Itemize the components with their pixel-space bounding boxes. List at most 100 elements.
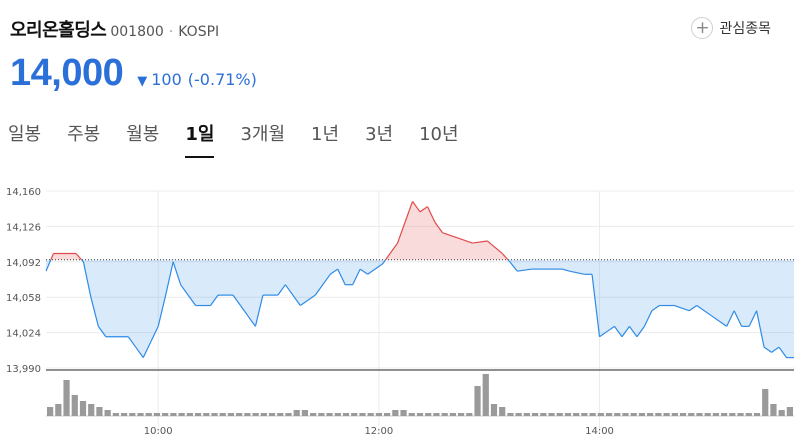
area-down-segment bbox=[629, 259, 637, 337]
price-row: 14,000 ▼ 100 (-0.71%) bbox=[10, 52, 257, 95]
x-tick-label: 14:00 bbox=[585, 426, 614, 437]
area-down-segment bbox=[158, 259, 166, 327]
volume-bar bbox=[655, 413, 662, 416]
area-down-segment bbox=[786, 259, 794, 358]
area-down-segment bbox=[607, 259, 615, 332]
volume-bar bbox=[310, 413, 317, 416]
price-segment-up bbox=[385, 253, 391, 261]
volume-bar bbox=[712, 413, 720, 416]
tab-3year[interactable]: 3년 bbox=[365, 124, 394, 145]
area-down-segment bbox=[315, 259, 331, 296]
area-down-segment bbox=[756, 259, 765, 348]
add-watchlist-button[interactable]: + 관심종목 bbox=[691, 17, 771, 39]
intraday-chart[interactable]: 14,160 14,126 14,092 14,058 14,024 13,990 10:… bbox=[0, 178, 805, 444]
price-segment-down bbox=[628, 326, 638, 338]
volume-bar bbox=[786, 407, 793, 416]
volume-bar bbox=[622, 413, 629, 416]
stock-name: 오리온홀딩스 bbox=[10, 20, 107, 41]
volume-bar bbox=[236, 413, 243, 416]
volume-bar bbox=[490, 404, 498, 416]
volume-bar bbox=[482, 374, 489, 416]
volume-bar bbox=[433, 413, 440, 416]
price-segment-down bbox=[150, 326, 159, 343]
volume-bar bbox=[375, 413, 383, 416]
volume-bar bbox=[55, 404, 62, 416]
volume-bar bbox=[589, 413, 596, 416]
volume-bar bbox=[194, 413, 202, 416]
tab-monthly[interactable]: 월봉 bbox=[126, 124, 160, 145]
volume-bar bbox=[211, 413, 218, 416]
area-up-segment bbox=[457, 237, 473, 260]
price-segment-down bbox=[329, 268, 339, 275]
price-segment-up bbox=[412, 201, 421, 213]
price-segment-down bbox=[277, 284, 286, 296]
area-up-segment bbox=[397, 222, 406, 260]
price-change-percent: (-0.71%) bbox=[187, 70, 257, 89]
volume-bar bbox=[770, 404, 777, 416]
volume-bar bbox=[318, 413, 325, 416]
area-down-segment bbox=[218, 259, 233, 296]
price-segment-down bbox=[82, 261, 92, 298]
price-segment-down bbox=[613, 326, 623, 338]
area-down-segment bbox=[90, 259, 99, 327]
area-down-segment bbox=[360, 259, 368, 275]
plus-icon: + bbox=[691, 17, 714, 39]
volume-bar bbox=[416, 413, 424, 416]
price-segment-down bbox=[210, 294, 219, 306]
volume-bar bbox=[647, 413, 654, 416]
down-arrow-icon: ▼ bbox=[137, 74, 148, 89]
volume-bar bbox=[400, 410, 407, 416]
price-segment-down bbox=[239, 305, 249, 317]
tab-3month[interactable]: 3개월 bbox=[240, 124, 286, 145]
price-segment-up bbox=[426, 206, 436, 223]
volume-bar bbox=[474, 386, 481, 416]
y-tick-label: 14,058 bbox=[6, 293, 41, 304]
area-down-segment bbox=[771, 259, 780, 353]
volume-bar bbox=[334, 413, 341, 416]
volume-bar bbox=[392, 410, 399, 416]
price-segment-down bbox=[621, 326, 630, 338]
y-axis-labels: 14,160 14,126 14,092 14,058 14,024 13,990 bbox=[6, 187, 41, 375]
price-segment-down bbox=[651, 305, 660, 312]
price-segment-down bbox=[90, 297, 99, 327]
tab-10year[interactable]: 10년 bbox=[419, 124, 459, 145]
volume-bar bbox=[729, 413, 736, 416]
tab-1year[interactable]: 1년 bbox=[311, 124, 340, 145]
volume-bar bbox=[293, 410, 300, 416]
volume-bar bbox=[745, 413, 752, 416]
volume-bar bbox=[581, 413, 588, 416]
price-area bbox=[46, 201, 794, 358]
price-segment-up bbox=[442, 232, 458, 239]
volume-bar bbox=[178, 413, 185, 416]
tab-daily[interactable]: 일봉 bbox=[8, 124, 42, 145]
volume-bar bbox=[688, 413, 695, 416]
volume-bar bbox=[162, 413, 169, 416]
volume-bar bbox=[301, 410, 309, 416]
volume-bar bbox=[679, 413, 687, 416]
area-down-segment bbox=[128, 259, 136, 348]
area-down-segment bbox=[180, 259, 189, 296]
price-segment-down bbox=[157, 294, 167, 327]
volume-bar bbox=[342, 413, 350, 416]
tab-1day[interactable]: 1일 bbox=[185, 120, 215, 158]
price-segment-down bbox=[135, 346, 144, 358]
x-tick-label: 12:00 bbox=[364, 426, 393, 437]
area-down-segment bbox=[621, 259, 630, 337]
volume-bar bbox=[425, 413, 432, 416]
area-down-segment bbox=[719, 259, 727, 327]
volume-bar bbox=[507, 413, 514, 416]
price-segment-down bbox=[382, 259, 387, 265]
price-segment-down bbox=[314, 273, 331, 296]
price-segment-down bbox=[247, 315, 256, 327]
price-segment-up bbox=[434, 221, 443, 233]
volume-bar bbox=[762, 389, 769, 416]
volume-bar bbox=[170, 413, 177, 416]
price-segment-down bbox=[284, 284, 301, 306]
tab-weekly[interactable]: 주봉 bbox=[67, 124, 101, 145]
area-down-segment bbox=[674, 259, 690, 311]
price-segment-up bbox=[389, 242, 399, 254]
volume-bar bbox=[129, 413, 136, 416]
volume-bars bbox=[47, 374, 793, 416]
current-price: 14,000 bbox=[10, 52, 124, 94]
separator: · bbox=[168, 24, 174, 40]
